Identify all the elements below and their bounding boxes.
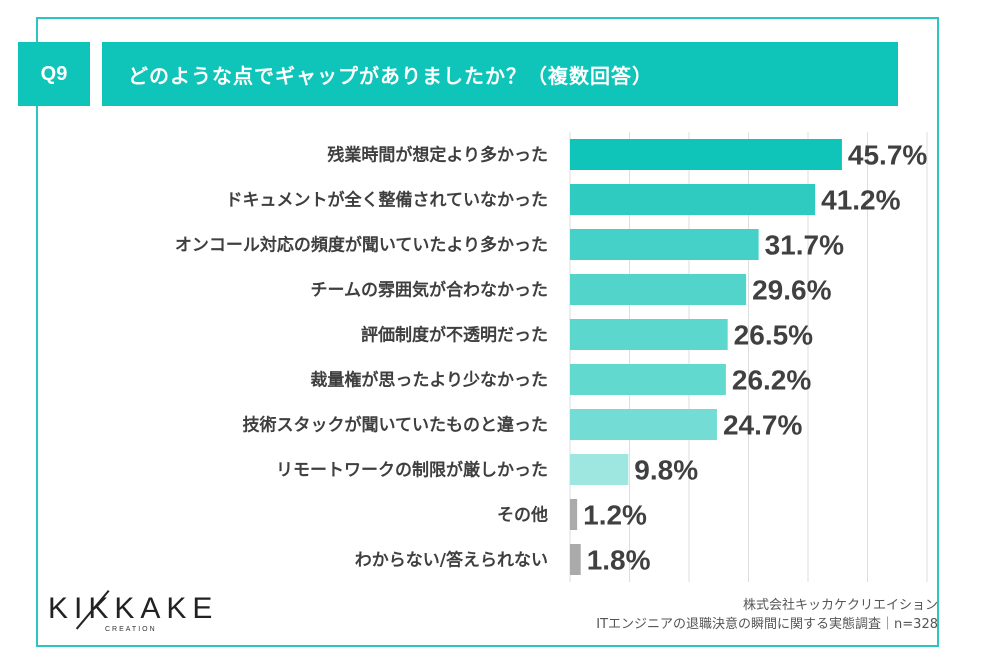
bar: [570, 319, 728, 350]
value-label: 1.2%: [583, 500, 647, 531]
source-company: 株式会社キッカケクリエイション: [742, 598, 938, 613]
value-label: 29.6%: [752, 275, 831, 306]
category-label: 裁量権が思ったより少なかった: [310, 370, 548, 391]
value-label: 26.5%: [734, 320, 813, 351]
category-label: 技術スタックが聞いていたものと違った: [243, 415, 549, 436]
chart-frame: [36, 17, 939, 647]
category-label: わからない/答えられない: [355, 550, 548, 571]
source-note: 株式会社キッカケクリエイション ITエンジニアの退職決意の瞬間に関する実態調査｜…: [596, 596, 938, 634]
logo-text: KIKKAKE: [48, 592, 219, 625]
logo-subtext: CREATION: [105, 626, 157, 633]
question-title: どのような点でギャップがありましたか？（複数回答）: [102, 42, 898, 106]
bar: [570, 544, 581, 575]
value-label: 31.7%: [765, 230, 844, 261]
bar: [570, 499, 578, 530]
category-label: ドキュメントが全く整備されていなかった: [226, 190, 549, 211]
question-number-badge: Q9: [18, 42, 90, 106]
company-logo: KIKKAKE CREATION: [48, 590, 219, 633]
category-label: オンコール対応の頻度が聞いていたより多かった: [175, 235, 548, 256]
source-survey: ITエンジニアの退職決意の瞬間に関する実態調査｜n=328: [596, 617, 938, 632]
category-label: リモートワークの制限が厳しかった: [276, 460, 548, 481]
category-label: その他: [497, 505, 548, 526]
bar: [570, 364, 726, 395]
bar: [570, 454, 629, 485]
value-label: 45.7%: [848, 140, 927, 171]
bar: [570, 229, 759, 260]
bar: [570, 139, 842, 170]
bar: [570, 274, 747, 305]
value-label: 9.8%: [634, 455, 698, 486]
category-label: チームの雰囲気が合わなかった: [311, 280, 549, 301]
value-label: 41.2%: [821, 185, 900, 216]
bar: [570, 409, 717, 440]
value-label: 26.2%: [732, 365, 811, 396]
category-label: 評価制度が不透明だった: [361, 325, 548, 346]
value-label: 24.7%: [723, 410, 802, 441]
category-label: 残業時間が想定より多かった: [327, 145, 548, 166]
value-label: 1.8%: [587, 545, 651, 576]
bar: [570, 184, 816, 215]
